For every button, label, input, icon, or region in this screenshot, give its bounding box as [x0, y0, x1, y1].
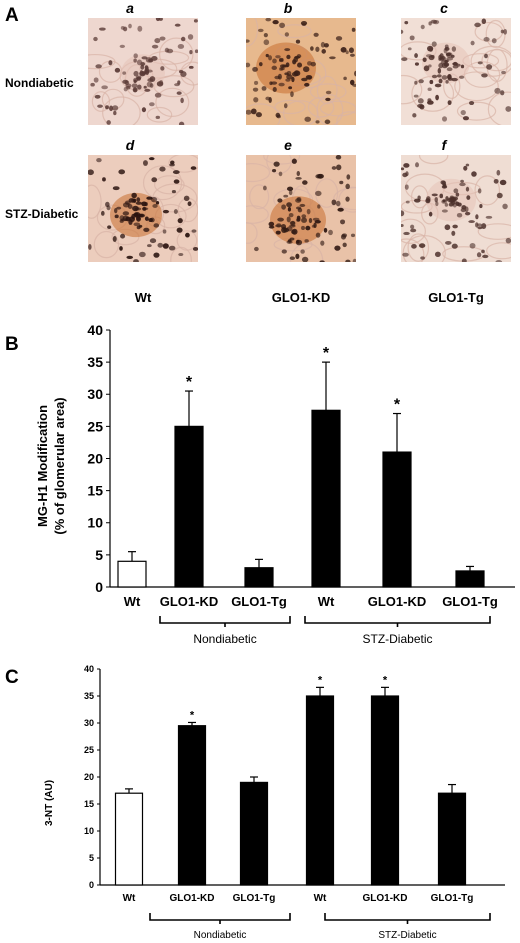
y-tick-label: 15	[84, 799, 94, 809]
bar	[305, 695, 335, 886]
chart-b-ylabel-line2: (% of glomerular area)	[52, 397, 67, 534]
y-tick-label: 25	[87, 418, 103, 434]
y-tick-label: 15	[87, 483, 103, 499]
y-tick-label: 25	[84, 745, 94, 755]
significance-marker: *	[394, 397, 401, 414]
group-label: Nondiabetic	[194, 930, 247, 941]
significance-marker: *	[186, 374, 193, 391]
y-tick-label: 35	[87, 354, 103, 370]
bar	[455, 570, 485, 588]
y-tick-label: 35	[84, 691, 94, 701]
group-bracket	[324, 913, 491, 921]
category-label: Wt	[123, 893, 136, 904]
micrograph-e	[246, 155, 356, 262]
significance-marker: *	[190, 709, 195, 721]
bar	[117, 560, 147, 588]
category-label: GLO1-KD	[363, 893, 408, 904]
micrograph-letter-e: e	[284, 137, 292, 153]
category-label: GLO1-Tg	[231, 594, 287, 609]
micrograph-f	[401, 155, 511, 262]
group-bracket	[159, 616, 291, 624]
micrograph-c	[401, 18, 511, 125]
bar	[244, 567, 274, 588]
significance-marker: *	[323, 345, 330, 362]
y-tick-label: 30	[87, 386, 103, 402]
y-tick-label: 0	[89, 880, 94, 890]
y-tick-label: 10	[87, 515, 103, 531]
micrograph-letter-c: c	[440, 0, 448, 16]
category-label: GLO1-Tg	[233, 893, 276, 904]
row-label-nondiabetic: Nondiabetic	[5, 76, 74, 90]
chart-b-ylabel-line1: MG-H1 Modification	[35, 405, 50, 527]
y-tick-label: 40	[87, 322, 103, 338]
category-label: Wt	[314, 893, 327, 904]
y-tick-label: 10	[84, 826, 94, 836]
micrograph-letter-a: a	[126, 0, 134, 16]
y-tick-label: 5	[95, 547, 103, 563]
micrograph-a	[88, 18, 198, 125]
significance-marker: *	[383, 674, 388, 686]
genotype-label-glo1-kd: GLO1-KD	[271, 290, 331, 305]
chart-panel-c: C 3-NT (AU) 0 5 10 15 20 25 30 35 40 Wt * GLO1-KD GL…	[5, 664, 505, 941]
panel-b-letter: B	[5, 334, 19, 355]
group-bracket	[149, 913, 291, 921]
y-tick-label: 30	[84, 718, 94, 728]
bar	[177, 725, 207, 886]
group-label: STZ-Diabetic	[362, 632, 432, 646]
chart-c-ylabel: 3-NT (AU)	[44, 780, 55, 826]
bar	[437, 792, 467, 886]
micrograph-letter-b: b	[283, 0, 293, 16]
category-label: GLO1-KD	[170, 893, 215, 904]
bar	[114, 792, 144, 886]
bar	[311, 409, 341, 588]
group-bracket	[304, 616, 491, 624]
bar	[370, 695, 400, 886]
micrograph-letter-d: d	[125, 137, 135, 153]
bar	[239, 781, 269, 886]
genotype-label-glo1-tg: GLO1-Tg	[428, 290, 484, 305]
micrograph-d	[88, 155, 198, 262]
micrograph-letter-f: f	[441, 137, 447, 153]
category-label: GLO1-KD	[160, 594, 219, 609]
panel-c-letter: C	[5, 667, 19, 688]
category-label: GLO1-Tg	[431, 893, 474, 904]
category-label: Wt	[124, 594, 141, 609]
bar	[382, 451, 412, 588]
group-label: STZ-Diabetic	[378, 930, 436, 941]
y-tick-label: 20	[87, 450, 103, 466]
chart-panel-b: B MG-H1 Modification (% of glomerular ar…	[5, 322, 515, 646]
category-label: GLO1-Tg	[442, 594, 498, 609]
row-label-stz-diabetic: STZ-Diabetic	[5, 207, 79, 221]
genotype-label-wt: Wt	[134, 290, 152, 305]
y-tick-label: 20	[84, 772, 94, 782]
category-label: GLO1-KD	[368, 594, 427, 609]
y-tick-label: 40	[84, 664, 94, 674]
y-tick-label: 5	[89, 853, 94, 863]
category-label: Wt	[318, 594, 335, 609]
panel-a-letter: A	[5, 5, 19, 26]
group-label: Nondiabetic	[193, 632, 256, 646]
y-tick-label: 0	[95, 579, 103, 595]
micrograph-b	[246, 18, 356, 125]
bar	[174, 425, 204, 588]
significance-marker: *	[318, 674, 323, 686]
